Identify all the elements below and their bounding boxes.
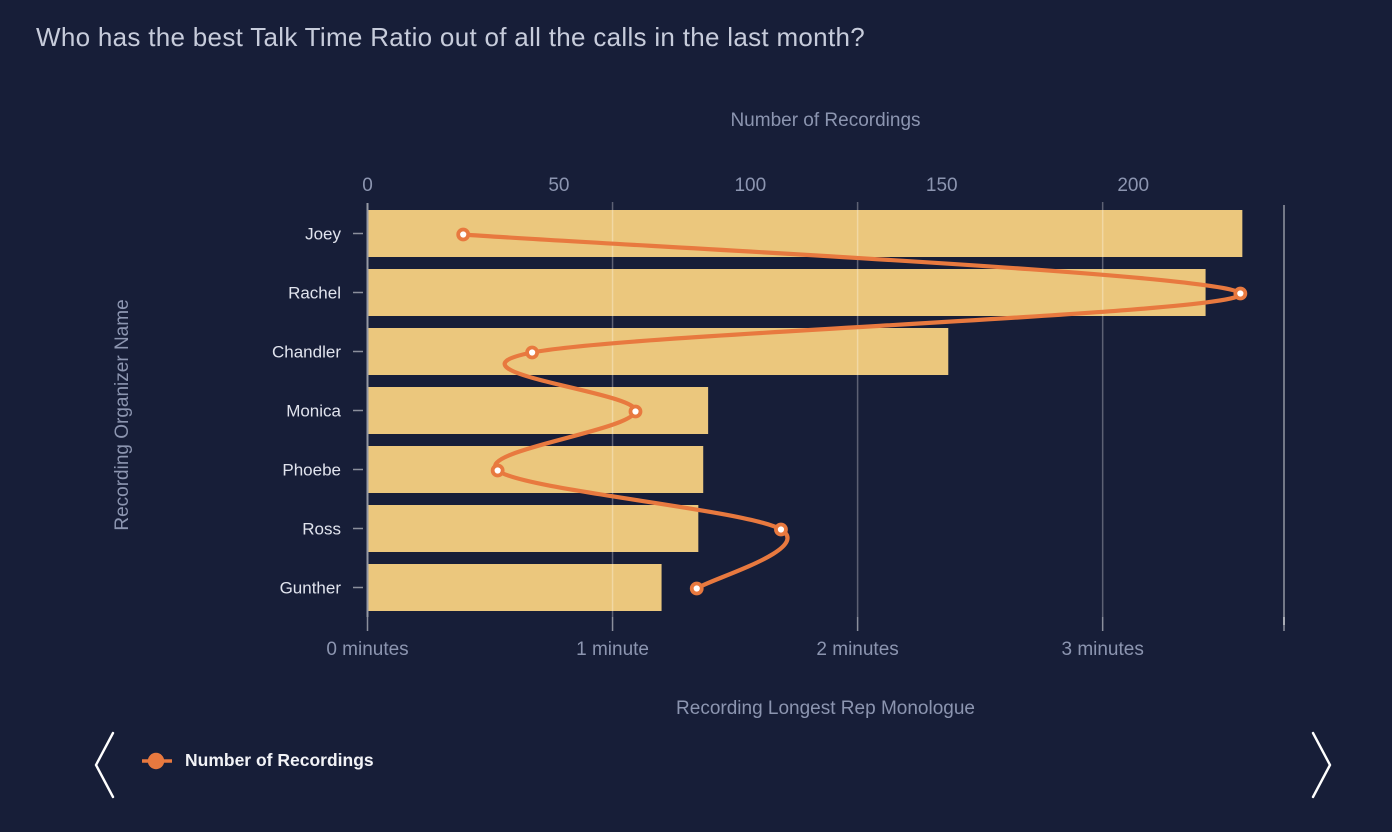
top-axis-tick-label: 150 (926, 175, 958, 196)
bottom-axis-tick-label: 3 minutes (1061, 639, 1143, 660)
category-label-gunther: Gunther (280, 579, 342, 598)
legend-label: Number of Recordings (185, 750, 374, 770)
legend-line-dot-icon (142, 752, 172, 769)
category-label-chandler: Chandler (272, 343, 341, 362)
category-label-joey: Joey (305, 225, 341, 244)
category-label-phoebe: Phoebe (282, 461, 341, 480)
bar-joey[interactable] (368, 210, 1243, 257)
legend-item-number-of-recordings[interactable]: Number of Recordings (141, 750, 374, 771)
top-axis-title: Number of Recordings (730, 110, 921, 131)
prev-page-button[interactable] (92, 730, 116, 800)
chart-title: Who has the best Talk Time Ratio out of … (36, 22, 865, 52)
data-point-ross[interactable] (774, 522, 788, 537)
bar-gunther[interactable] (368, 564, 662, 611)
top-axis-tick-label: 200 (1117, 175, 1149, 196)
data-point-chandler[interactable] (525, 345, 540, 360)
top-axis-tick-label: 50 (548, 175, 569, 196)
data-point-rachel[interactable] (1233, 286, 1248, 301)
data-point-gunther[interactable] (689, 581, 704, 596)
bottom-axis-tick-label: 0 minutes (326, 639, 408, 660)
bar-monica[interactable] (368, 387, 709, 434)
bottom-axis-tick-label: 1 minute (576, 639, 649, 660)
top-axis-tick-label: 100 (734, 175, 766, 196)
bar-rachel[interactable] (368, 269, 1206, 316)
bar-chandler[interactable] (368, 328, 949, 375)
bar-ross[interactable] (368, 505, 699, 552)
bottom-axis-tick-label: 2 minutes (816, 639, 898, 660)
bar-phoebe[interactable] (368, 446, 704, 493)
next-page-button[interactable] (1310, 730, 1334, 800)
recordings-line (461, 232, 1243, 591)
data-point-phoebe[interactable] (490, 463, 505, 478)
bottom-axis-title: Recording Longest Rep Monologue (676, 698, 975, 719)
chevron-right-icon (1311, 731, 1332, 799)
chevron-left-icon (94, 731, 115, 799)
category-label-ross: Ross (302, 520, 341, 539)
category-label-rachel: Rachel (288, 284, 341, 303)
data-point-monica[interactable] (628, 404, 643, 419)
category-label-monica: Monica (286, 402, 341, 421)
data-point-joey[interactable] (456, 227, 471, 242)
top-axis-tick-label: 0 (362, 175, 373, 196)
